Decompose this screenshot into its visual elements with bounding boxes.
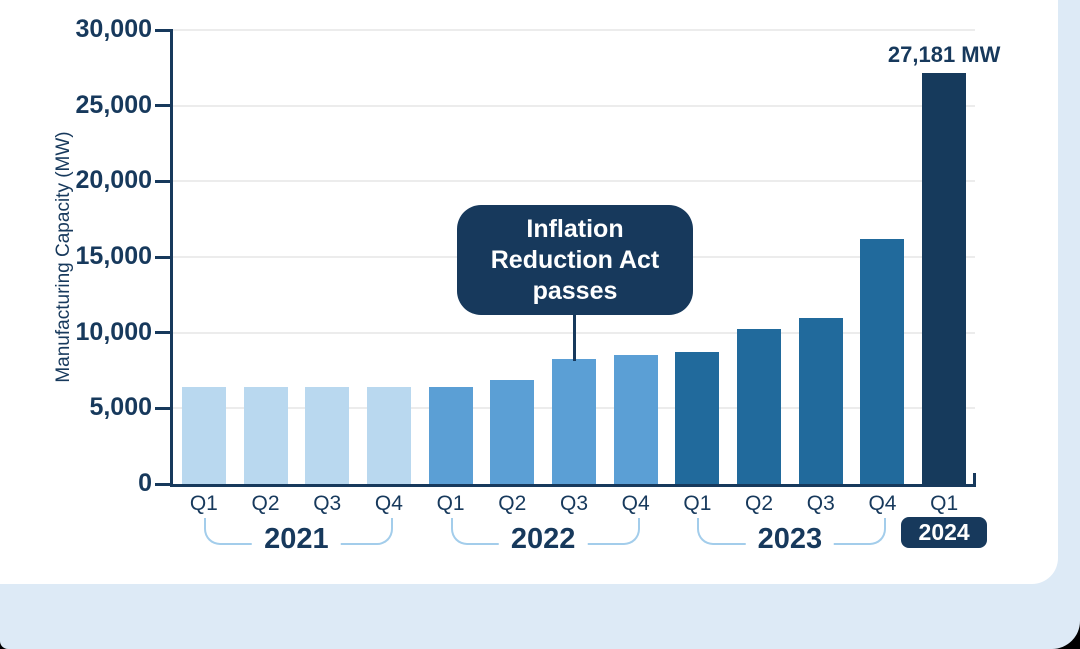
bar-2022-q2 — [490, 380, 535, 484]
year-badge-2024: 2024 — [901, 517, 988, 548]
bar-value-label: 27,181 MW — [887, 41, 1001, 67]
year-label-2021: 2021 — [252, 524, 341, 554]
bar-2023-q2 — [737, 328, 782, 484]
bar-2024-q1 — [922, 72, 967, 484]
year-label-2022: 2022 — [498, 524, 588, 554]
y-tick-label-25000: 25,000 — [75, 90, 152, 119]
y-tick-label-0: 0 — [138, 469, 152, 497]
gridline-20000 — [173, 180, 975, 183]
bar-2022-q4 — [613, 355, 658, 484]
x-label-2023-q3: Q3 — [806, 492, 835, 515]
annotation-line: Reduction Act — [490, 245, 660, 274]
y-tick-label-5000: 5,000 — [89, 393, 152, 422]
y-tick-30000 — [155, 28, 172, 32]
x-label-2022-q2: Q2 — [498, 492, 527, 515]
y-tick-15000 — [155, 255, 172, 259]
y-tick-10000 — [155, 331, 172, 335]
x-axis-line — [170, 484, 975, 487]
y-tick-25000 — [155, 104, 172, 108]
y-tick-label-30000: 30,000 — [75, 15, 152, 43]
y-tick-0 — [155, 482, 172, 486]
bar-2022-q3 — [552, 359, 596, 484]
x-label-2022-q4: Q4 — [621, 492, 650, 515]
bar-2023-q3 — [798, 317, 843, 484]
x-label-2021-q1: Q1 — [189, 492, 218, 515]
y-tick-label-20000: 20,000 — [75, 166, 152, 195]
bar-2023-q1 — [675, 352, 720, 484]
bar-2021-q1 — [181, 387, 226, 484]
bar-2021-q2 — [243, 387, 288, 484]
x-label-2023-q4: Q4 — [868, 492, 897, 515]
x-label-2021-q4: Q4 — [374, 492, 403, 515]
x-label-2022-q3: Q3 — [559, 492, 588, 515]
x-label-2021-q2: Q2 — [251, 492, 280, 515]
x-axis-end-tick — [973, 473, 976, 487]
bar-2021-q4 — [366, 387, 411, 484]
gridline-25000 — [173, 104, 975, 107]
annotation-callout: Inflation Reduction Act passes — [457, 205, 693, 315]
y-tick-20000 — [155, 179, 172, 183]
footer-band: Source: SEIA/WoodMackenzie U.S. Solar Ma… — [0, 584, 1080, 649]
x-label-2021-q3: Q3 — [313, 492, 342, 515]
y-tick-label-10000: 10,000 — [75, 317, 152, 346]
x-label-2024-q1: Q1 — [930, 492, 959, 515]
year-label-2023: 2023 — [745, 524, 835, 554]
gridline-30000 — [173, 29, 975, 31]
bar-2022-q1 — [428, 387, 473, 484]
x-label-2023-q1: Q1 — [683, 492, 712, 515]
y-tick-label-15000: 15,000 — [75, 242, 152, 270]
annotation-line: passes — [532, 276, 618, 305]
bar-2021-q3 — [305, 387, 350, 484]
y-tick-5000 — [155, 406, 172, 410]
x-label-2023-q2: Q2 — [745, 492, 774, 515]
annotation-leader-line — [572, 315, 576, 362]
bar-2023-q4 — [860, 238, 905, 484]
x-label-2022-q1: Q1 — [436, 492, 465, 515]
annotation-line: Inflation — [526, 214, 624, 243]
